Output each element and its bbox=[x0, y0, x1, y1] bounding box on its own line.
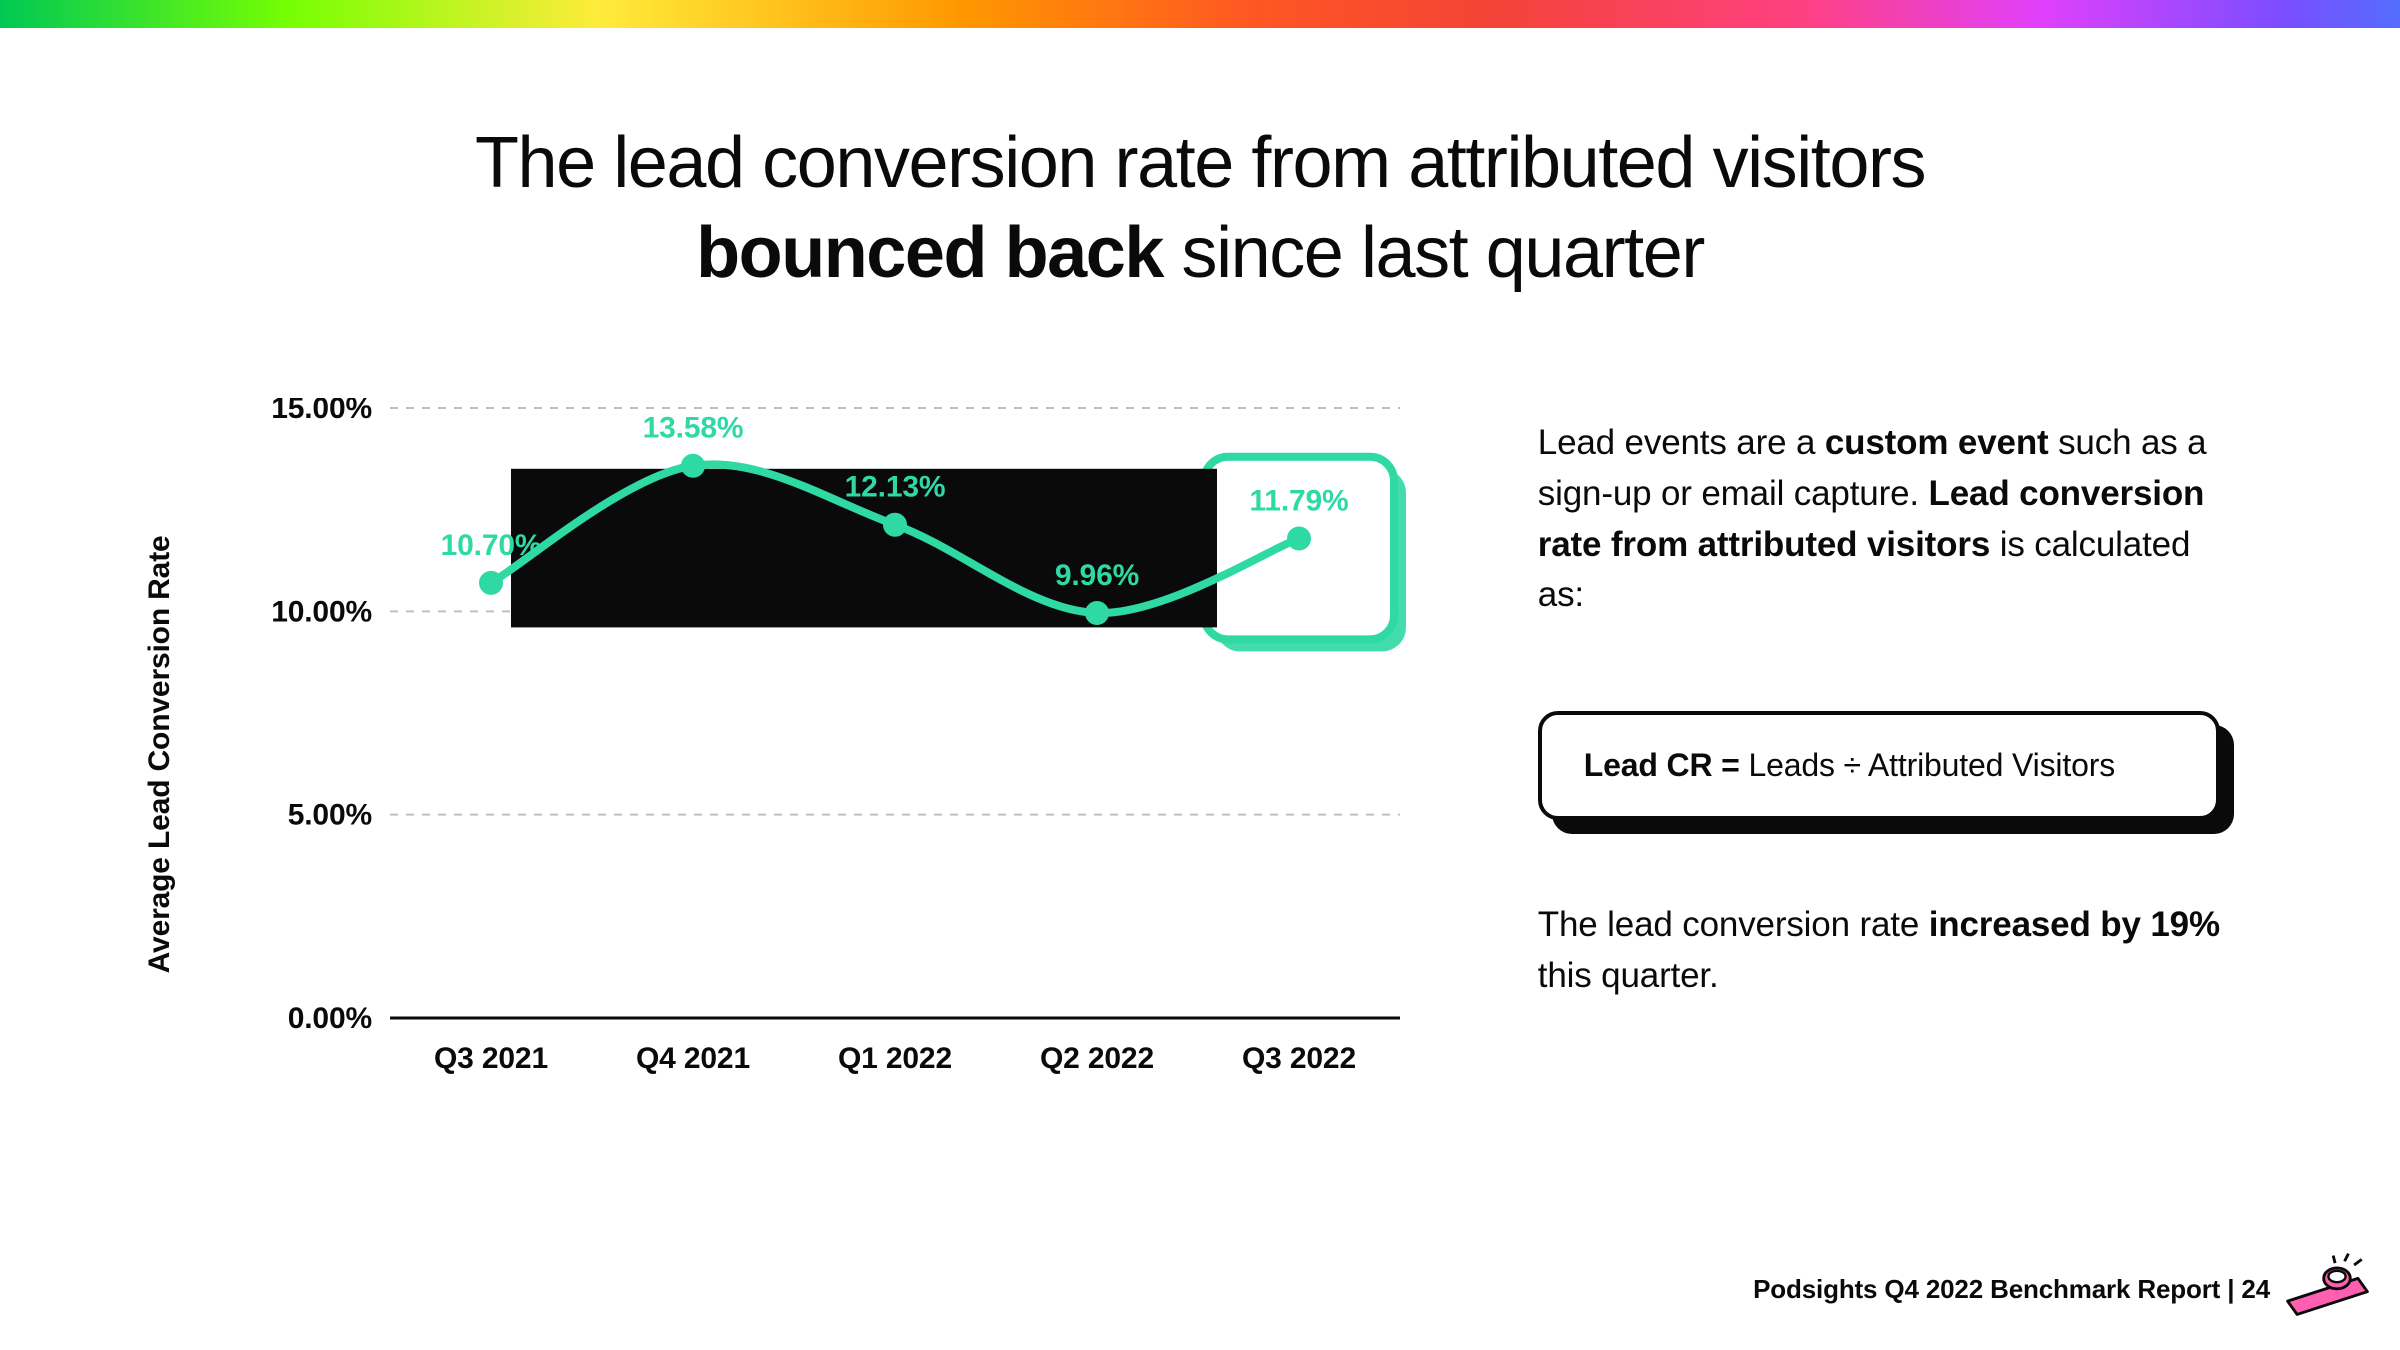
formula-box: Lead CR = Leads ÷ Attributed Visitors bbox=[1538, 711, 2220, 820]
summary-paragraph: The lead conversion rate increased by 19… bbox=[1538, 900, 2220, 1002]
svg-text:Q4 2021: Q4 2021 bbox=[636, 1042, 750, 1075]
formula-content: Lead CR = Leads ÷ Attributed Visitors bbox=[1538, 711, 2220, 820]
svg-text:9.96%: 9.96% bbox=[1055, 559, 1139, 592]
rainbow-header-bar bbox=[0, 0, 2400, 28]
summary-post: this quarter. bbox=[1538, 956, 1719, 995]
footer-text: Podsights Q4 2022 Benchmark Report | 24 bbox=[1753, 1274, 2270, 1305]
svg-text:11.79%: 11.79% bbox=[1249, 485, 1348, 518]
title-bold: bounced back bbox=[696, 213, 1163, 293]
page-title: The lead conversion rate from attributed… bbox=[0, 118, 2400, 298]
summary-bold: increased by 19% bbox=[1929, 905, 2220, 944]
svg-text:10.70%: 10.70% bbox=[441, 529, 542, 562]
side-panel: Lead events are a custom event such as a… bbox=[1538, 398, 2220, 1138]
title-line2: since last quarter bbox=[1163, 213, 1704, 293]
chart-container: Average Lead Conversion Rate 0.00%5.00%1… bbox=[180, 398, 1418, 1138]
svg-text:13.58%: 13.58% bbox=[643, 412, 744, 445]
formula-label: Lead CR = bbox=[1584, 747, 1749, 783]
y-axis-label: Average Lead Conversion Rate bbox=[143, 535, 177, 973]
svg-text:10.00%: 10.00% bbox=[271, 595, 372, 628]
svg-text:Q1 2022: Q1 2022 bbox=[838, 1042, 952, 1075]
svg-text:Q3 2021: Q3 2021 bbox=[434, 1042, 548, 1075]
formula-value: Leads ÷ Attributed Visitors bbox=[1748, 747, 2115, 783]
svg-text:15.00%: 15.00% bbox=[271, 398, 372, 425]
line-chart: 0.00% 5.00% 10.00% 15.00% 10.70% 13.58% 12.13%… bbox=[240, 398, 1450, 1138]
svg-text:Q2 2022: Q2 2022 bbox=[1040, 1042, 1154, 1075]
title-line1: The lead conversion rate from attributed… bbox=[475, 123, 1925, 203]
svg-text:Q3 2022: Q3 2022 bbox=[1242, 1042, 1356, 1075]
svg-text:5.00%: 5.00% bbox=[288, 799, 372, 832]
description-paragraph: Lead events are a custom event such as a… bbox=[1538, 418, 2220, 621]
kazoo-icon bbox=[2280, 1250, 2375, 1320]
content-row: Average Lead Conversion Rate 0.00% 5.00% 1… bbox=[0, 398, 2400, 1138]
svg-text:0.00%: 0.00% bbox=[288, 1002, 372, 1035]
svg-text:12.13%: 12.13% bbox=[845, 471, 946, 504]
summary-pre: The lead conversion rate bbox=[1538, 905, 1929, 944]
